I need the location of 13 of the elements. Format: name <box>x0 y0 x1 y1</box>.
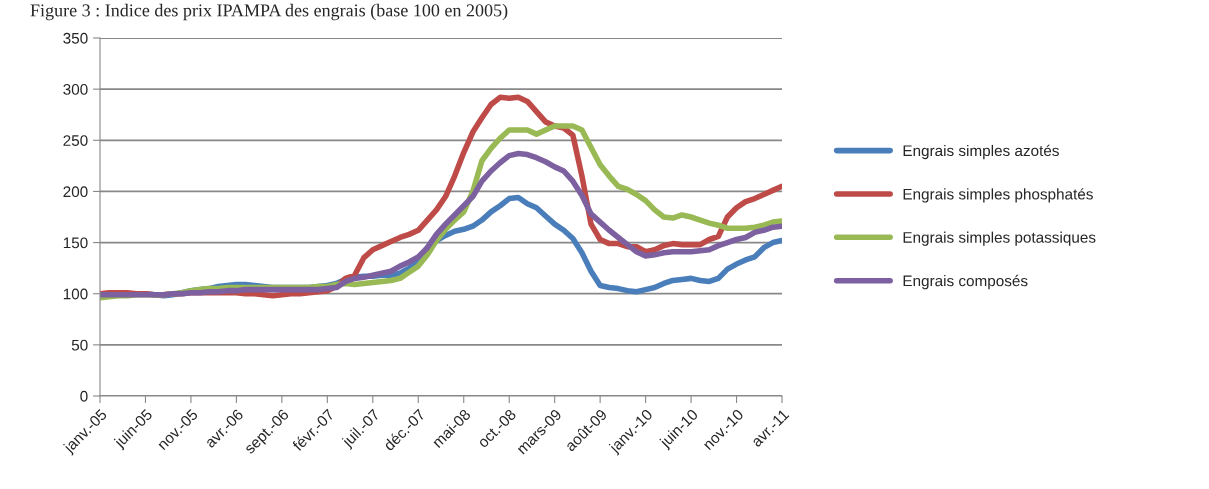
legend-label: Engrais simples potassiques <box>903 231 1096 246</box>
y-tick-label: 150 <box>63 237 88 249</box>
y-tick-label: 0 <box>80 390 88 402</box>
legend-label: Engrais composés <box>903 274 1028 290</box>
y-tick-label: 250 <box>63 135 88 146</box>
y-tick-label: 350 <box>63 32 88 44</box>
chart-title: Figure 3 : Indice des prix IPAMPA des engrais (base 100 en 2005) <box>30 3 508 21</box>
y-tick-label: 200 <box>63 186 88 198</box>
legend-label: Engrais simples azotés <box>903 144 1059 160</box>
y-tick-label: 300 <box>63 84 88 95</box>
y-tick-label: 100 <box>63 288 88 300</box>
y-tick-label: 50 <box>71 339 88 351</box>
legend-label: Engrais simples phosphatés <box>903 188 1093 203</box>
